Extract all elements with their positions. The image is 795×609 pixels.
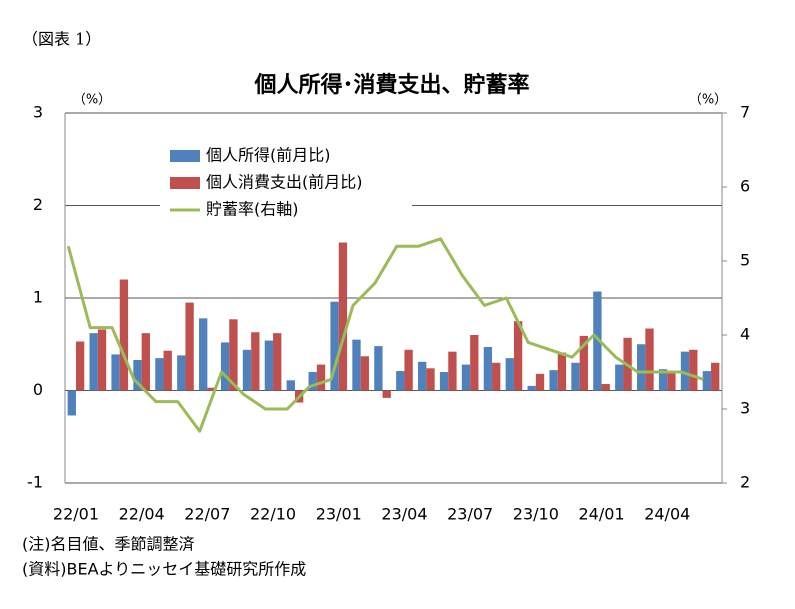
y2-unit: （%） (689, 93, 727, 108)
bar (97, 329, 107, 391)
bar (242, 349, 252, 391)
bar (264, 340, 274, 391)
bar (133, 359, 142, 391)
y2-tick-label: 6 (740, 177, 750, 196)
bar (448, 351, 457, 391)
bar (470, 335, 479, 391)
bar (396, 371, 405, 391)
legend-swatch (170, 150, 200, 162)
bar (177, 355, 186, 391)
y-tick-label: 3 (33, 103, 43, 122)
bar (505, 358, 514, 391)
bar (374, 346, 383, 391)
legend-box (160, 142, 412, 228)
x-tick-label: 24/01 (578, 505, 624, 524)
bar (75, 341, 85, 391)
y-tick-label: 0 (33, 380, 43, 399)
bar (579, 335, 588, 391)
y-tick-label: 2 (33, 195, 43, 214)
bar (593, 291, 602, 391)
bar (352, 339, 361, 391)
bar (439, 372, 449, 391)
bar (426, 368, 435, 391)
bar (461, 364, 471, 391)
bar (308, 372, 317, 391)
bar (702, 371, 712, 391)
bar (220, 342, 230, 391)
bar (229, 319, 238, 391)
y-tick-label: -1 (27, 473, 43, 492)
bar (615, 364, 624, 391)
y2-tick-label: 4 (740, 325, 750, 344)
x-tick-label: 22/10 (250, 505, 296, 524)
bar (119, 279, 129, 391)
y2-tick-label: 7 (740, 103, 750, 122)
line (66, 237, 704, 433)
y2-tick-label: 3 (740, 399, 750, 418)
x-tick-label: 23/10 (513, 505, 559, 524)
note: (資料)BEAよりニッセイ基礎研究所作成 (22, 560, 306, 579)
bar (89, 333, 98, 391)
bar (155, 358, 164, 391)
x-tick-label: 23/07 (447, 505, 493, 524)
x-tick-label: 23/01 (316, 505, 362, 524)
bar (418, 361, 427, 391)
bar (535, 373, 545, 391)
y2-tick-label: 2 (740, 473, 750, 492)
bar (601, 384, 610, 391)
chart-title: 個人所得･消費支出、貯蓄率 (253, 72, 529, 98)
bar (571, 362, 580, 391)
bar (637, 344, 646, 391)
bar (680, 351, 690, 391)
bar (163, 350, 172, 391)
bar (667, 372, 676, 391)
bar (199, 318, 208, 391)
y-tick-label: 1 (33, 288, 43, 307)
bar (549, 370, 558, 391)
legend-swatch (170, 177, 200, 189)
bar (111, 354, 120, 391)
bar (382, 390, 391, 398)
legend-label: 貯蓄率(右軸) (206, 200, 299, 219)
bar (207, 387, 216, 391)
bar (527, 385, 536, 391)
x-tick-label: 24/04 (644, 505, 690, 524)
bar (513, 321, 523, 391)
bar (360, 356, 369, 391)
bar (330, 301, 339, 391)
bar (483, 347, 493, 391)
bar (273, 333, 282, 391)
bar (141, 333, 150, 391)
y2-tick-label: 5 (740, 251, 750, 270)
bar (404, 349, 413, 391)
bar (316, 364, 326, 391)
note: (注)名目値、季節調整済 (22, 535, 195, 554)
x-tick-label: 22/01 (53, 505, 99, 524)
legend-label: 個人消費支出(前月比) (206, 173, 363, 192)
bar (338, 242, 348, 391)
bar (711, 362, 720, 391)
x-tick-label: 22/07 (184, 505, 230, 524)
bar (689, 349, 698, 391)
bar (286, 380, 295, 391)
x-tick-label: 23/04 (381, 505, 427, 524)
bar (645, 328, 654, 391)
bar (492, 362, 501, 391)
legend-label: 個人所得(前月比) (206, 146, 331, 165)
bar (557, 352, 567, 391)
x-tick-label: 22/04 (119, 505, 165, 524)
bar (251, 332, 260, 391)
bar (67, 390, 76, 416)
caption: （図表 1） (22, 30, 101, 49)
bar (658, 369, 668, 391)
y-unit: （%） (73, 93, 111, 108)
bar (185, 302, 194, 391)
